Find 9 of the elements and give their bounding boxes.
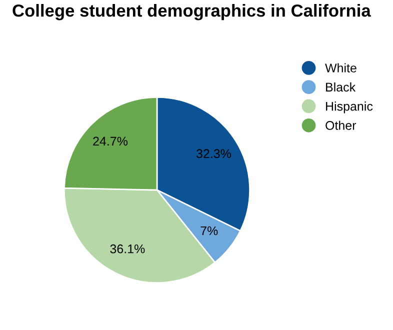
data-label: 32.3% [196, 149, 231, 158]
legend-label: White [325, 63, 356, 72]
legend-label: Black [326, 82, 356, 92]
data-label: 7% [200, 226, 218, 236]
legend-label: Other [326, 120, 356, 130]
data-label: 24.7% [93, 136, 128, 146]
chart-title: College student demographics in California [12, 4, 371, 20]
data-label: 36.1% [110, 244, 145, 254]
legend-label: Hispanic [326, 102, 373, 114]
